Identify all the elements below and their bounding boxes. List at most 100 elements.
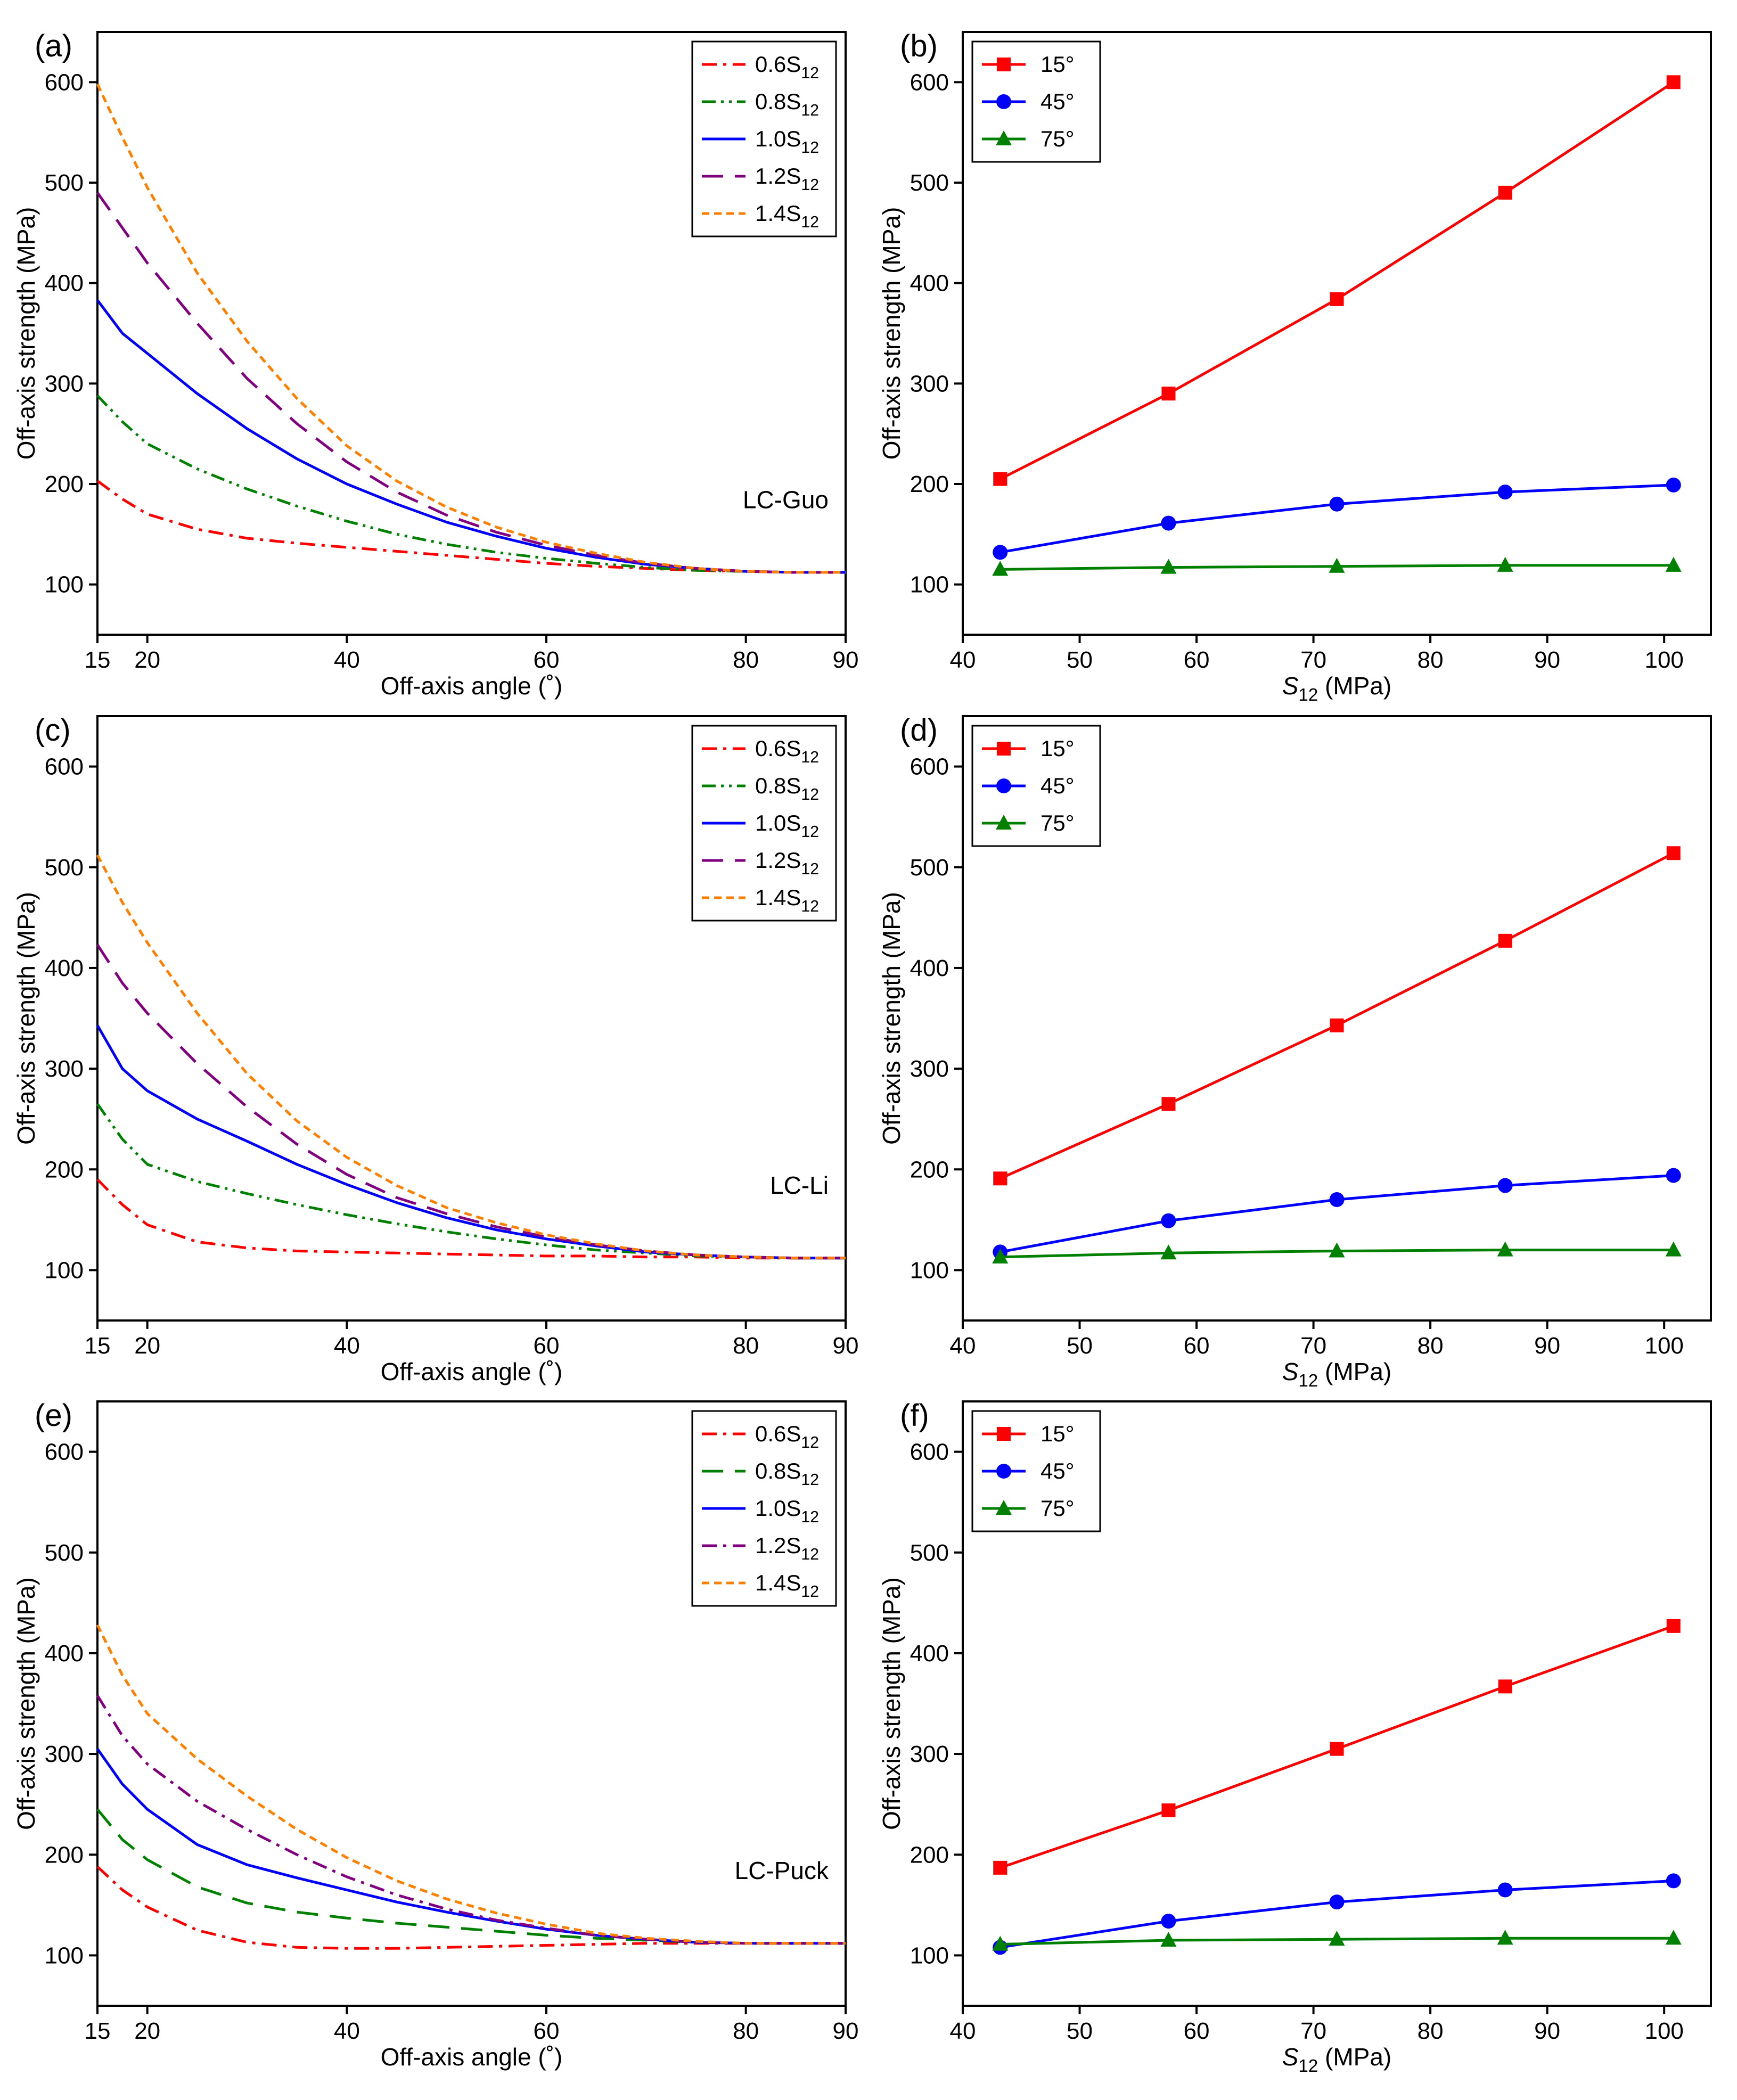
x-tick-label: 90 [833,1333,859,1359]
data-point [1329,1931,1345,1946]
legend-marker [996,130,1012,145]
x-tick-label: 80 [733,2018,759,2044]
legend-label: 45° [1040,89,1075,114]
legend-label: 1.4S12 [755,885,819,915]
x-tick-label: 15 [85,2018,111,2044]
data-point [1666,1619,1681,1633]
series-line [96,1866,846,1950]
legend-marker [997,58,1011,71]
y-tick-label: 600 [910,754,949,780]
plot-frame [96,1400,847,2007]
legend-label: 0.8S12 [755,773,819,803]
x-tick-label: 60 [1184,647,1210,673]
y-tick-label: 400 [45,955,84,981]
data-point [1497,556,1513,572]
series-line [96,395,846,574]
legend: 0.6S12 0.8S12 1.0S12 1.2S12 1.4S12 [691,40,837,237]
plot-frame [962,715,1712,1322]
data-point [1498,185,1512,200]
y-tick-label: 400 [45,270,84,297]
legend-label: 15° [1040,736,1075,761]
panel-f: 40 50 60 70 80 90 100 100 200 300 400 500 600 S12 (MP… [878,1398,1712,2076]
x-tick-label: 20 [134,1333,160,1359]
series-line [96,944,846,1260]
data-point [1665,1241,1682,1257]
y-tick-label: 100 [910,1942,949,1968]
data-point [1329,496,1345,512]
data-point [1161,1803,1176,1818]
y-tick-label: 400 [910,1640,949,1667]
series-line [96,84,846,574]
x-tick-label: 80 [733,647,759,673]
plot-frame [962,1400,1712,2007]
x-tick-label: 50 [1067,1333,1093,1359]
series-line [96,1024,846,1260]
x-tick-label: 50 [1067,647,1093,673]
x-axis-title: S12 (MPa) [1282,672,1392,705]
y-tick-label: 300 [45,371,84,397]
x-tick-label: 100 [1644,647,1683,673]
panel-b: 40 50 60 70 80 90 100 100 200 300 400 500 600 S12 (MP… [878,29,1712,705]
x-tick-label: 90 [1534,1333,1560,1359]
y-tick-label: 600 [910,69,949,95]
x-tick-label: 70 [1300,1333,1326,1359]
y-tick-label: 500 [45,1540,84,1566]
data-point [1330,292,1344,306]
y-tick-label: 100 [910,1257,949,1283]
legend-marker [996,815,1012,830]
x-tick-label: 40 [334,2018,360,2044]
legend-marker [996,778,1011,793]
plot-frame [96,31,847,636]
data-point [1497,1882,1513,1898]
x-tick-label: 80 [1418,647,1444,673]
y-tick-label: 300 [910,1056,949,1082]
x-tick-label: 40 [950,1333,976,1359]
x-tick-label: 100 [1644,1333,1683,1359]
data-point [993,545,1008,560]
legend: 15° 45° 75° [971,1410,1101,1532]
data-point [1329,557,1345,573]
data-point [1329,1242,1345,1258]
y-tick-label: 400 [45,1640,84,1667]
data-point [1498,1679,1512,1694]
x-tick-label: 60 [534,647,560,673]
panel-label: (e) [35,1398,72,1433]
x-tick-label: 15 [85,1333,111,1359]
plot-frame [962,31,1712,636]
legend-label: 0.6S12 [755,1421,819,1451]
x-tick-label: 60 [1184,1333,1210,1359]
data-point [1666,1168,1681,1183]
legend-label: 1.2S12 [755,163,819,194]
x-tick-label: 15 [85,647,111,673]
legend-label: 75° [1040,1496,1075,1521]
legend-label: 1.0S12 [755,810,819,841]
x-axis-title: Off-axis angle (˚) [381,672,563,700]
data-point [993,1171,1007,1186]
y-axis-title: Off-axis strength (MPa) [878,1577,905,1830]
y-tick-label: 200 [910,471,949,497]
y-tick-label: 200 [910,1156,949,1183]
legend-label: 1.4S12 [755,201,819,231]
model-annotation: LC-Puck [735,1857,829,1884]
x-tick-label: 40 [334,647,360,673]
legend-label: 0.8S12 [755,1458,819,1489]
data-point [1329,1894,1345,1910]
data-point [992,561,1009,576]
data-point [1666,846,1681,860]
legend-label: 0.8S12 [755,89,819,119]
y-tick-label: 500 [910,1540,949,1566]
x-tick-label: 90 [1534,2018,1560,2044]
data-point [1665,556,1682,572]
data-point [993,472,1007,486]
legend: 15° 45° 75° [971,725,1101,847]
legend-marker [997,742,1011,756]
panel-label: (a) [35,29,72,63]
x-tick-label: 40 [950,647,976,673]
data-point [1161,1097,1176,1111]
y-tick-label: 500 [45,855,84,881]
panel-label: (c) [35,713,71,748]
x-tick-label: 70 [1300,647,1326,673]
y-tick-label: 500 [45,170,84,196]
legend: 15° 45° 75° [971,40,1101,163]
x-tick-label: 20 [134,2018,160,2044]
